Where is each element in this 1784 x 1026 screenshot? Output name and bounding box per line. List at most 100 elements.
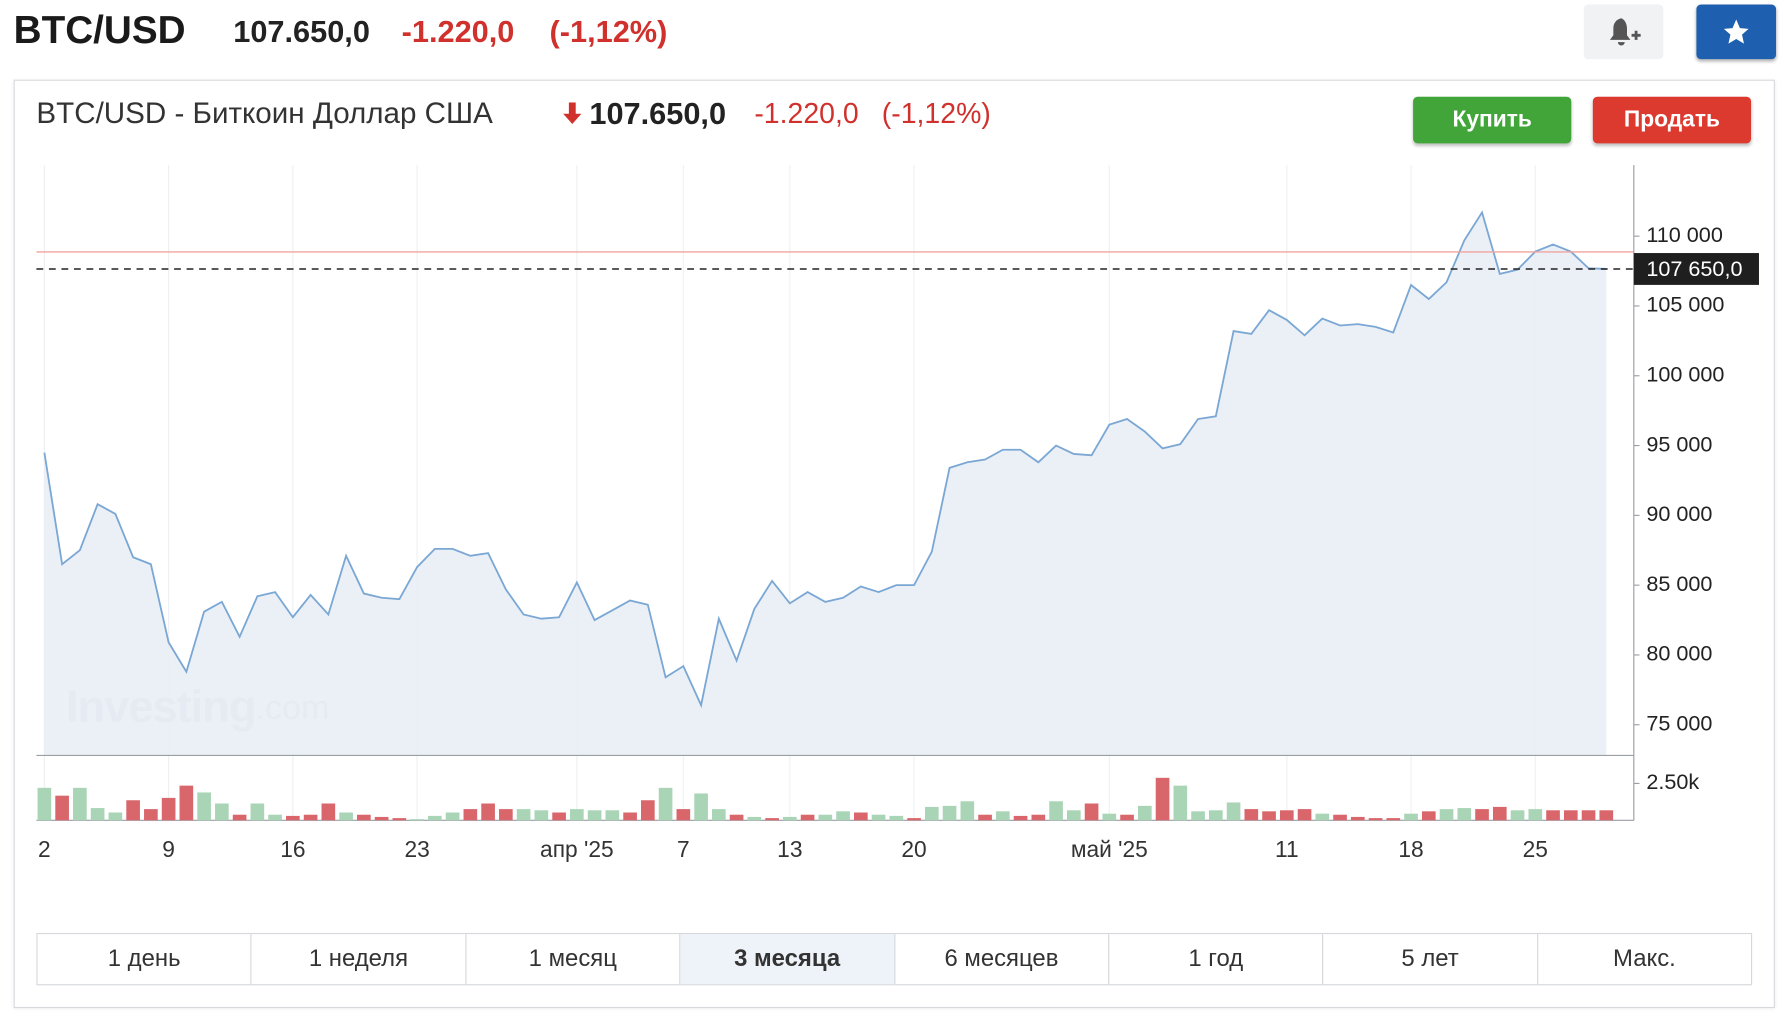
volume-bar bbox=[197, 792, 211, 821]
volume-bar bbox=[641, 800, 655, 821]
y-tick-label: 90 000 bbox=[1646, 501, 1712, 526]
volume-bar bbox=[1066, 810, 1081, 821]
x-tick-label: 9 bbox=[162, 836, 175, 862]
range-tab[interactable]: 1 месяц bbox=[466, 934, 681, 985]
volume-bar bbox=[1120, 814, 1134, 821]
volume-bar bbox=[55, 795, 69, 821]
volume-bar bbox=[90, 808, 105, 821]
range-tab[interactable]: 3 месяца bbox=[680, 934, 895, 985]
volume-bar bbox=[179, 785, 194, 821]
volume-bar bbox=[1013, 815, 1028, 821]
volume-bar bbox=[144, 809, 158, 821]
volume-bar bbox=[694, 793, 708, 821]
volume-bar bbox=[1244, 809, 1259, 821]
volume-bar bbox=[907, 818, 921, 821]
y-tick-label: 80 000 bbox=[1646, 641, 1712, 666]
range-tab[interactable]: 1 день bbox=[38, 934, 252, 985]
volume-bar bbox=[1102, 813, 1117, 821]
volume-bar bbox=[1031, 814, 1046, 821]
y-tick-label: 85 000 bbox=[1646, 571, 1712, 596]
volume-bar bbox=[1173, 785, 1188, 821]
y-tick-label: 2.50k bbox=[1646, 769, 1699, 794]
volume-bar bbox=[1546, 810, 1560, 821]
volume-bar bbox=[73, 787, 87, 821]
x-tick-label: 23 bbox=[404, 836, 429, 862]
volume-bar bbox=[960, 801, 975, 821]
card-change-pct: (-1,12%) bbox=[881, 97, 991, 130]
volume-bar bbox=[658, 787, 673, 821]
volume-bar bbox=[1279, 810, 1294, 821]
buy-button[interactable]: Купить bbox=[1413, 96, 1572, 144]
volume-bar bbox=[1368, 818, 1383, 821]
range-tab[interactable]: 1 неделя bbox=[252, 934, 467, 985]
range-tab[interactable]: 6 месяцев bbox=[895, 934, 1110, 985]
volume-bar bbox=[1191, 811, 1205, 821]
chart-card bbox=[13, 79, 1775, 1009]
volume-bar bbox=[1528, 809, 1543, 821]
y-tick-label: 75 000 bbox=[1646, 710, 1712, 735]
volume-bar bbox=[1208, 810, 1223, 821]
change-pct: (-1,12%) bbox=[549, 14, 668, 49]
volume-bar bbox=[232, 814, 247, 821]
bell-icon bbox=[1609, 18, 1641, 46]
volume-bar bbox=[1421, 811, 1436, 821]
volume-bar bbox=[1599, 810, 1614, 821]
volume-bar bbox=[1297, 809, 1312, 821]
volume-bar bbox=[1084, 803, 1099, 821]
x-tick-label: 18 bbox=[1398, 836, 1423, 862]
price-line bbox=[43, 210, 1607, 709]
alert-button[interactable] bbox=[1583, 4, 1664, 60]
card-title: BTC/USD - Биткоин Доллар США bbox=[36, 95, 493, 130]
volume-bar bbox=[1350, 816, 1365, 821]
volume-bar bbox=[712, 809, 726, 821]
volume-bar bbox=[978, 814, 992, 821]
volume-bar bbox=[1333, 814, 1347, 821]
volume-bar bbox=[339, 812, 353, 821]
volume-bar bbox=[1404, 813, 1418, 821]
x-tick-label: 7 bbox=[677, 836, 690, 862]
last-price-label: 107 650,0 bbox=[1646, 256, 1742, 281]
volume-bar bbox=[357, 814, 371, 821]
x-tick-label: 20 bbox=[901, 836, 926, 862]
volume-bar bbox=[1226, 802, 1241, 821]
x-tick-label: апр '25 bbox=[540, 836, 614, 862]
sell-button[interactable]: Продать bbox=[1592, 96, 1752, 144]
volume-bar bbox=[108, 812, 123, 821]
volume-bar bbox=[570, 809, 584, 821]
volume-bar bbox=[1492, 806, 1507, 821]
volume-bar bbox=[765, 818, 779, 821]
volume-bar bbox=[321, 803, 336, 821]
volume-bar bbox=[1510, 810, 1525, 821]
volume-bar bbox=[747, 816, 762, 821]
range-tab[interactable]: Макс. bbox=[1613, 945, 1676, 972]
volume-bar bbox=[481, 803, 495, 821]
volume-bar bbox=[428, 815, 442, 821]
volume-bar bbox=[818, 814, 833, 821]
volume-bar bbox=[286, 815, 300, 821]
x-tick-label: май '25 bbox=[1071, 836, 1148, 862]
range-tab[interactable]: 1 год bbox=[1109, 934, 1324, 985]
volume-bar bbox=[552, 812, 566, 821]
range-tab[interactable]: 5 лет bbox=[1323, 934, 1538, 985]
y-tick-label: 105 000 bbox=[1646, 292, 1724, 317]
down-arrow bbox=[563, 102, 582, 125]
last-price-tag bbox=[1633, 253, 1759, 285]
watchlist-button[interactable] bbox=[1696, 4, 1777, 60]
volume-bar bbox=[1386, 818, 1401, 821]
volume-bar bbox=[250, 803, 265, 821]
volume-bar bbox=[445, 812, 460, 821]
volume-bar bbox=[374, 816, 389, 821]
volume-bar bbox=[1262, 811, 1276, 821]
volume-bar bbox=[605, 810, 620, 821]
y-tick-label: 110 000 bbox=[1646, 222, 1723, 247]
y-tick-label: 100 000 bbox=[1646, 361, 1724, 386]
volume-bar bbox=[516, 809, 531, 821]
volume-bar bbox=[1155, 777, 1170, 821]
volume-bar bbox=[1457, 808, 1472, 821]
x-tick-label: 2 bbox=[38, 836, 51, 862]
volume-bar bbox=[534, 810, 549, 821]
volume-bar bbox=[729, 814, 744, 821]
x-tick-label: 11 bbox=[1275, 836, 1299, 862]
